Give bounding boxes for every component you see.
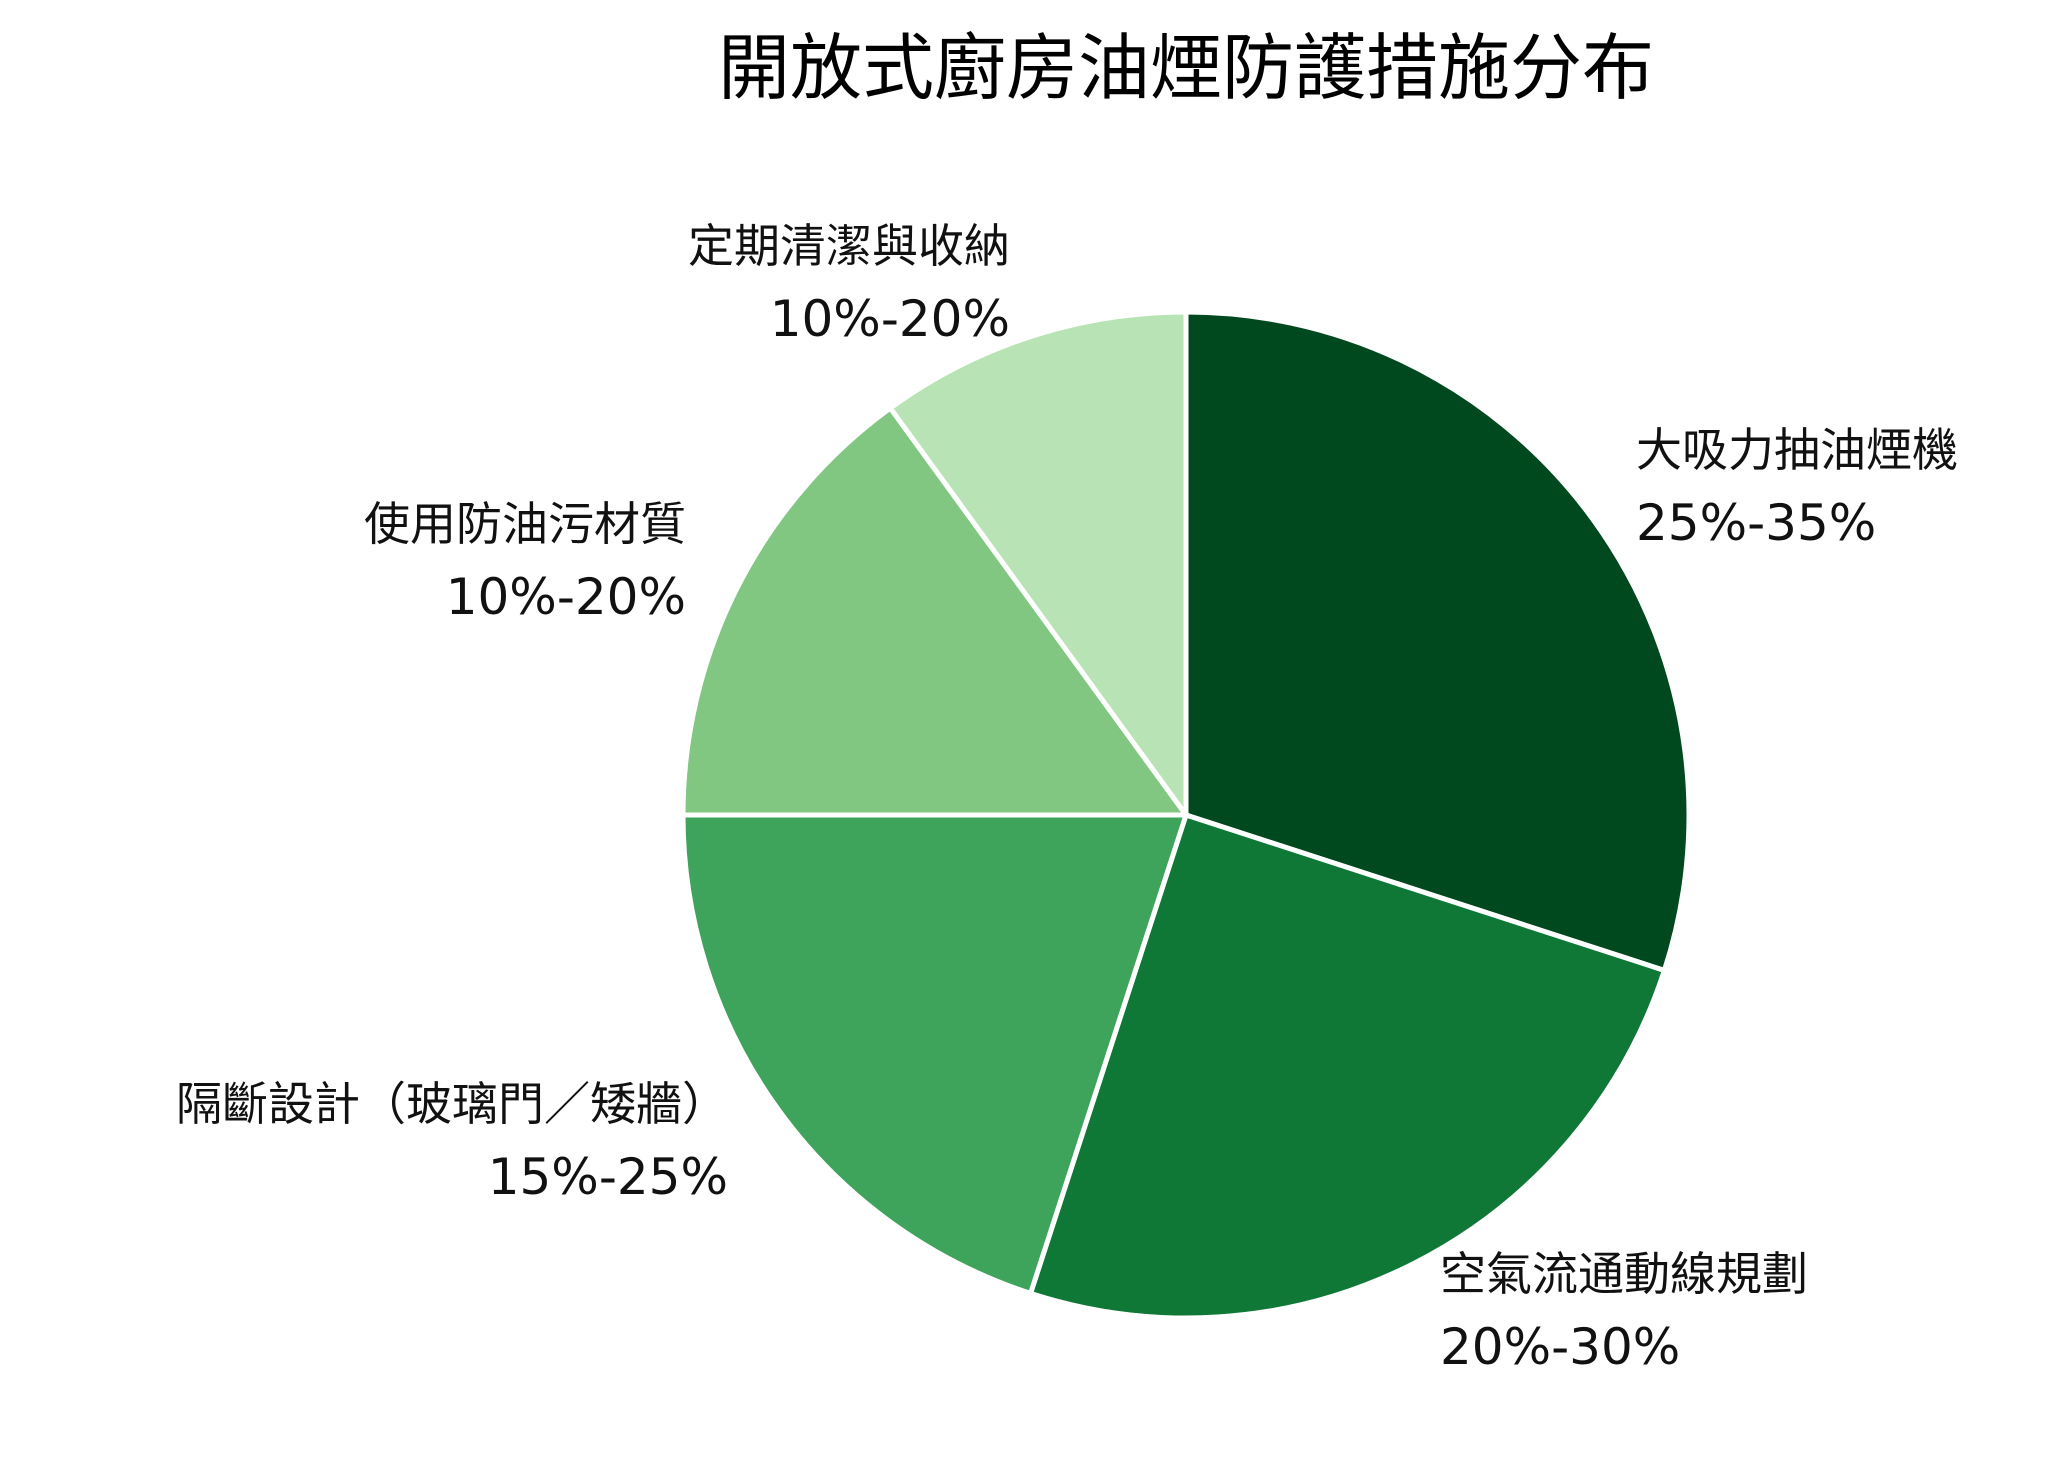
slice-range-1: 25%-35% <box>1636 494 1876 552</box>
slice-label-3: 隔斷設計（玻璃門／矮牆） <box>176 1077 728 1131</box>
slice-label-1: 大吸力抽油煙機 <box>1636 423 1958 477</box>
chart-title: 開放式廚房油煙防護措施分布 <box>718 26 1654 110</box>
slice-range-2: 20%-30% <box>1440 1318 1680 1376</box>
pie-labels: 大吸力抽油煙機 25%-35% 空氣流通動線規劃 20%-30% 隔斷設計（玻璃門／矮牆… <box>176 219 1958 1376</box>
slice-label-5: 定期清潔與收納 <box>688 219 1010 273</box>
pie-slice-5 <box>887 309 1189 818</box>
slice-range-5: 10%-20% <box>770 290 1010 348</box>
pie-slice-1 <box>1183 309 1692 973</box>
slice-range-4: 10%-20% <box>446 568 686 626</box>
pie-slice-3 <box>680 812 1189 1296</box>
slice-label-2: 空氣流通動線規劃 <box>1440 1247 1808 1301</box>
pie-slice-4 <box>680 405 1189 818</box>
slice-label-4: 使用防油污材質 <box>364 497 686 551</box>
slice-range-3: 15%-25% <box>488 1148 728 1206</box>
pie-slice-2 <box>1028 812 1667 1321</box>
pie-slices <box>680 309 1692 1321</box>
